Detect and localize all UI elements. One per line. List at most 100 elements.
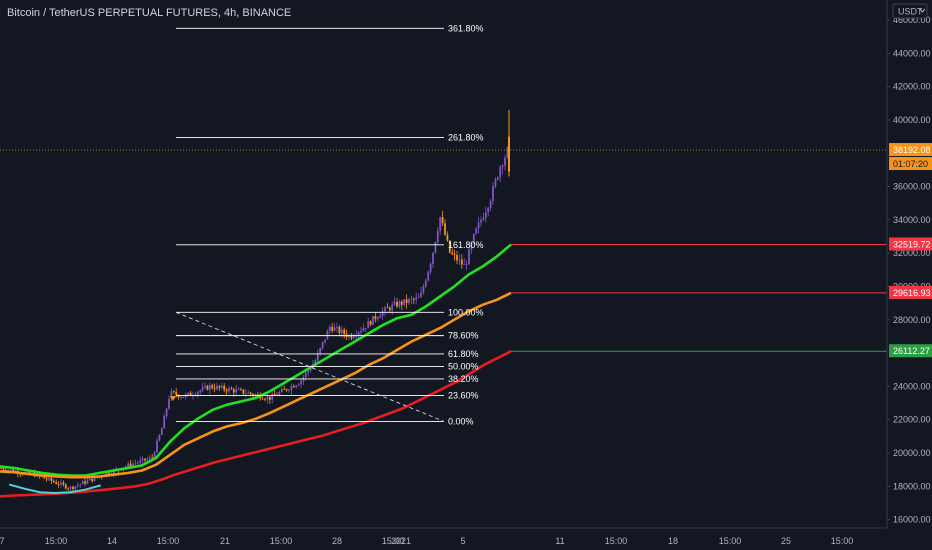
- candle-body: [127, 463, 130, 467]
- fib-level-label: 38.20%: [448, 374, 479, 384]
- candle-body: [266, 396, 269, 400]
- candle-body: [84, 481, 86, 484]
- candle-body: [446, 234, 449, 241]
- candle-body: [496, 177, 499, 180]
- candle-body: [405, 299, 408, 304]
- candle-body: [367, 321, 370, 329]
- candle-body: [376, 317, 379, 320]
- candle-body: [280, 388, 283, 393]
- candle-body: [252, 393, 254, 396]
- candle-body: [429, 263, 432, 272]
- time-tick-label: 2021: [391, 536, 411, 546]
- candle-body: [492, 186, 494, 202]
- candle-body: [163, 416, 166, 429]
- time-tick-label: 15:00: [270, 536, 293, 546]
- candle-body: [508, 136, 510, 172]
- candle-body: [477, 222, 480, 229]
- candle-body: [400, 301, 403, 305]
- candle-body: [439, 217, 442, 231]
- candle-body: [288, 390, 290, 391]
- time-tick-label: 21: [220, 536, 230, 546]
- price-tick-label: 44000.00: [893, 48, 931, 58]
- candle-body: [69, 486, 72, 489]
- candle-body: [189, 392, 192, 396]
- candle-body: [484, 212, 487, 218]
- currency-selector[interactable]: USDT: [892, 3, 928, 19]
- price-tick-label: 20000.00: [893, 448, 931, 458]
- candle-body: [355, 335, 358, 337]
- time-tick-label: 25: [781, 536, 791, 546]
- moving-averages-layer: [0, 243, 512, 498]
- candle-body: [372, 316, 374, 325]
- candle-body: [465, 264, 468, 266]
- candle-body: [472, 233, 475, 243]
- currency-selector-box[interactable]: [892, 3, 928, 19]
- candle-body: [141, 458, 144, 461]
- last-price-tag-label: 38192.08: [893, 145, 931, 155]
- candle-body: [348, 335, 350, 337]
- candle-body: [309, 368, 312, 371]
- price-tick-label: 28000.00: [893, 315, 931, 325]
- price-tick-label: 16000.00: [893, 515, 931, 525]
- ma-price-tag: [889, 344, 932, 358]
- candle-body: [278, 392, 281, 396]
- candle-body: [417, 297, 420, 299]
- candle-body: [7, 470, 10, 472]
- candle-body: [153, 452, 156, 458]
- candle-body: [158, 434, 161, 441]
- fib-level-label: 23.60%: [448, 391, 479, 401]
- candle-body: [285, 389, 288, 391]
- candle-body: [480, 220, 482, 223]
- candle-body: [444, 223, 446, 235]
- candle-body: [180, 396, 182, 398]
- candle-body: [470, 242, 473, 250]
- candle-body: [333, 327, 336, 331]
- time-tick-label: 5: [460, 536, 465, 546]
- candle-body: [256, 394, 259, 396]
- horizontal-lines-layer: [0, 149, 887, 352]
- candle-body: [156, 440, 158, 453]
- candle-body: [249, 392, 252, 394]
- candle-body: [223, 385, 226, 390]
- candle-body: [43, 476, 46, 479]
- candle-body: [453, 254, 456, 256]
- candle-body: [79, 484, 82, 486]
- candle-body: [328, 326, 331, 332]
- candle-body: [177, 394, 180, 398]
- candle-body: [292, 386, 295, 388]
- candle-body: [74, 486, 77, 489]
- candle-body: [381, 311, 384, 316]
- fib-trend-dashed-line[interactable]: [175, 311, 445, 422]
- time-tick-label: 18: [668, 536, 678, 546]
- candle-body: [48, 478, 50, 480]
- ma-price-tag: [889, 285, 932, 299]
- candle-body: [240, 389, 242, 390]
- candle-body: [220, 385, 223, 388]
- candle-body: [86, 480, 89, 484]
- candle-body: [307, 370, 310, 373]
- candle-body: [451, 252, 454, 255]
- candle-body: [216, 385, 218, 390]
- candle-body: [456, 255, 458, 261]
- time-tick-label: 15:00: [382, 536, 405, 546]
- moving-average-line: [0, 350, 512, 498]
- fib-level-label: 161.80%: [448, 240, 484, 250]
- trend-marker-line: [9, 483, 101, 495]
- candle-body: [379, 315, 382, 318]
- candle-body: [225, 389, 228, 392]
- candle-body: [132, 463, 134, 467]
- candle-body: [72, 486, 74, 489]
- fibonacci-layer[interactable]: 361.80% 261.80% 161.80% 100.00% 78.60% 61.80%…: [170, 23, 484, 426]
- ma-price-tag-label: 26112.27: [893, 346, 930, 356]
- price-tick-label: 40000.00: [893, 115, 931, 125]
- candle-body: [201, 387, 204, 391]
- candle-body: [129, 463, 132, 467]
- candle-body: [108, 473, 110, 475]
- candle-body: [134, 463, 137, 465]
- countdown-tag: [889, 157, 932, 171]
- price-scale[interactable]: 46000.00 44000.00 42000.00 40000.00 36000.00…: [887, 15, 931, 525]
- candle-body: [211, 385, 214, 389]
